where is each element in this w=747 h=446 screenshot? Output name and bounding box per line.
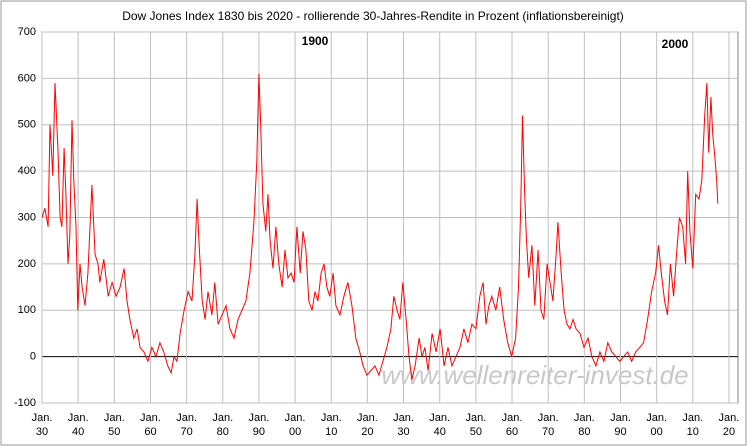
x-tick-label: Jan. 90 xyxy=(248,412,270,438)
y-tick-label: 400 xyxy=(18,165,36,177)
x-tick-label: Jan. 80 xyxy=(573,412,595,438)
x-tick-label: Jan. 60 xyxy=(140,412,161,438)
x-tick-label: Jan. 50 xyxy=(465,412,487,438)
y-tick-label: 200 xyxy=(18,258,36,270)
chart-title: Dow Jones Index 1830 bis 2020 - rolliere… xyxy=(122,9,624,23)
line xyxy=(41,73,719,380)
x-tick-label: Jan. 00 xyxy=(646,412,668,438)
x-tick-label: Jan. 90 xyxy=(610,412,631,438)
y-tick-label: 700 xyxy=(18,26,36,38)
x-tick-label: Jan. 40 xyxy=(67,412,89,438)
y-tick-label: 500 xyxy=(18,119,36,131)
y-tick-label: -100 xyxy=(14,397,36,409)
x-tick-label: Jan. 10 xyxy=(320,412,342,438)
annotation: 1900 xyxy=(302,34,329,48)
x-tick-label: Jan. 00 xyxy=(284,412,306,438)
y-tick-label: 600 xyxy=(18,72,36,84)
x-tick-label: Jan. 20 xyxy=(718,412,740,438)
x-tick-label: Jan. 50 xyxy=(103,412,125,438)
x-tick-label: Jan. 70 xyxy=(537,412,559,438)
x-tick-label: Jan. 60 xyxy=(501,412,523,438)
x-tick-label: Jan. 30 xyxy=(31,412,53,438)
annotation: 2000 xyxy=(662,37,689,51)
y-tick-label: 300 xyxy=(18,211,36,223)
x-tick-label: Jan. 30 xyxy=(393,412,414,438)
annotation: www.wellenreiter-invest.de xyxy=(381,360,688,390)
x-tick-label: Jan. 40 xyxy=(429,412,451,438)
x-tick-label: Jan. 20 xyxy=(356,412,378,438)
x-tick-label: Jan. 10 xyxy=(682,412,704,438)
y-tick-label: 0 xyxy=(30,351,36,363)
x-tick-label: Jan. 70 xyxy=(176,412,197,438)
y-tick-label: 100 xyxy=(18,304,36,316)
x-tick-label: Jan. 80 xyxy=(212,412,234,438)
